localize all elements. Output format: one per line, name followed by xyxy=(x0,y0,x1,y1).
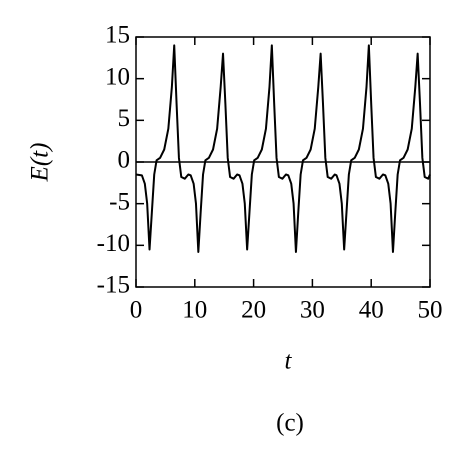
x-tick-label: 0 xyxy=(130,297,143,324)
x-tick-label: 50 xyxy=(418,297,443,324)
y-tick-label: 5 xyxy=(118,105,131,132)
y-axis-label: E(t) xyxy=(27,143,54,183)
panel-label: (c) xyxy=(276,410,304,437)
y-tick-label: -10 xyxy=(97,230,130,257)
data-line xyxy=(135,44,431,253)
y-tick-label: 15 xyxy=(105,22,130,49)
x-axis-label: t xyxy=(285,348,293,375)
y-tick-label: -15 xyxy=(97,272,130,299)
x-tick-label: 30 xyxy=(300,297,325,324)
y-tick-label: 0 xyxy=(118,147,131,174)
y-tick-label: -5 xyxy=(109,188,130,215)
x-tick-label: 20 xyxy=(241,297,266,324)
x-tick-label: 10 xyxy=(182,297,207,324)
x-tick-label: 40 xyxy=(359,297,384,324)
y-tick-label: 10 xyxy=(105,63,130,90)
